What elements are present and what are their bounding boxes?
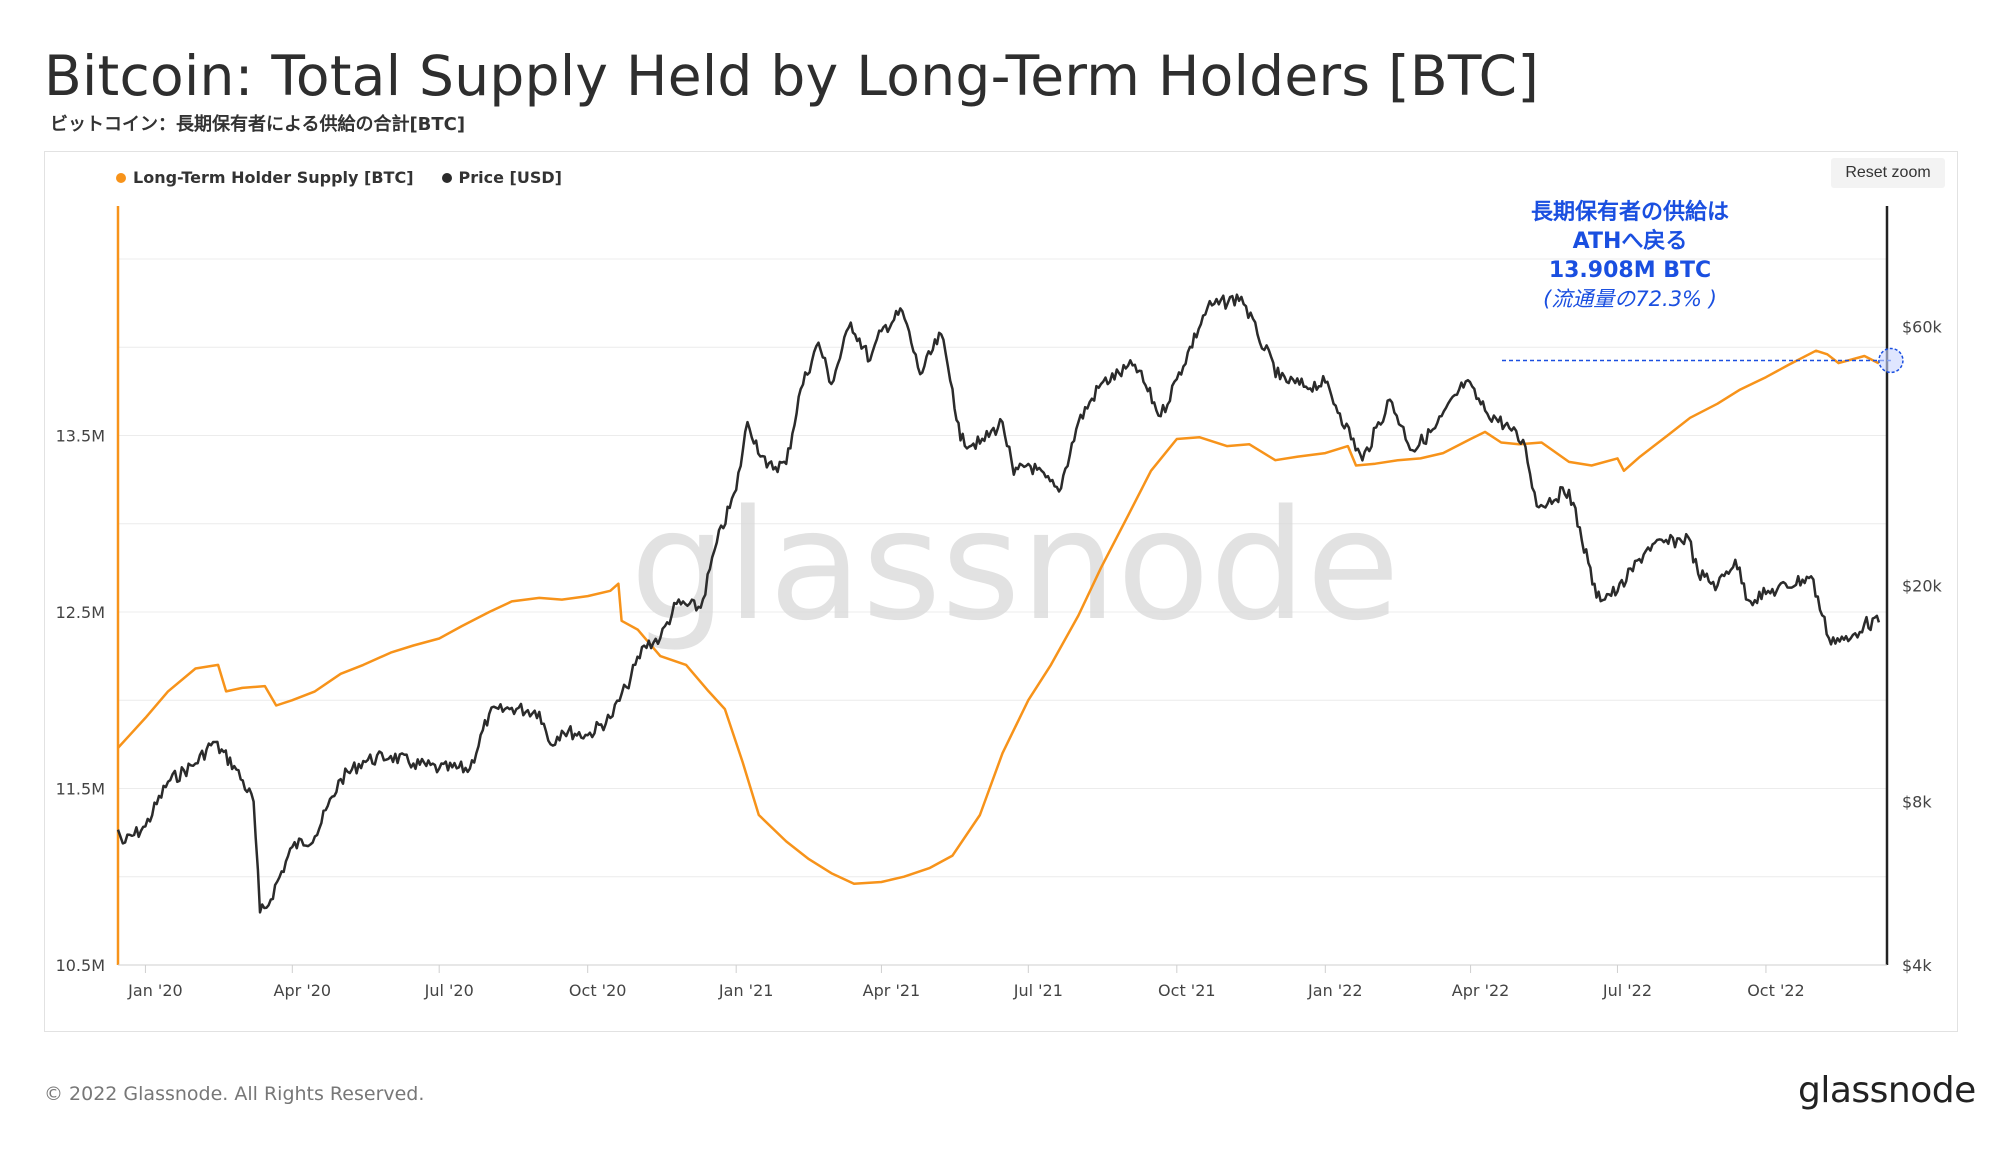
series-layer — [116, 293, 1881, 914]
x-tick-label: Oct '22 — [1747, 981, 1805, 1000]
x-tick-label: Jul '20 — [424, 981, 474, 1000]
x-tick-label: Apr '20 — [274, 981, 332, 1000]
y-right-axis-ticks: $4k $8k $20k $60k — [1902, 317, 1943, 975]
legend-dot-price — [441, 172, 452, 183]
annotation-layer — [1502, 347, 1904, 374]
y-left-tick-label: 13.5M — [56, 426, 105, 445]
x-tick-label: Jan '20 — [127, 981, 183, 1000]
footer-logo[interactable]: glassnode — [1798, 1070, 1976, 1111]
legend-item-lth-supply[interactable]: Long-Term Holder Supply [BTC] — [116, 168, 414, 187]
chart-watermark: glassnode — [630, 477, 1400, 654]
legend-label-lth-supply: Long-Term Holder Supply [BTC] — [133, 168, 414, 187]
annotation-marker — [1878, 347, 1904, 374]
x-tick-label: Apr '21 — [863, 981, 921, 1000]
y-left-tick-label: 12.5M — [56, 603, 105, 622]
page-subtitle: ビットコイン：長期保有者による供給の合計[BTC] — [50, 114, 466, 135]
y-left-axis-ticks: 10.5M 11.5M 12.5M 13.5M — [56, 426, 105, 975]
y-left-tick-label: 10.5M — [56, 956, 105, 975]
page-title: Bitcoin: Total Supply Held by Long-Term … — [44, 44, 1540, 108]
x-tick-label: Oct '21 — [1158, 981, 1216, 1000]
y-right-tick-label: $60k — [1902, 317, 1943, 336]
x-tick-label: Jan '22 — [1307, 981, 1363, 1000]
ath-annotation: 長期保有者の供給は ATHへ戻る 13.908M BTC (流通量の72.3% … — [1480, 198, 1780, 314]
annotation-line-1: 長期保有者の供給は — [1530, 200, 1729, 225]
reset-zoom-button[interactable]: Reset zoom — [1831, 158, 1945, 188]
y-right-tick-label: $4k — [1902, 956, 1932, 975]
series-line-price — [116, 293, 1881, 914]
x-tick-label: Jul '22 — [1602, 981, 1652, 1000]
annotation-line-3: 13.908M BTC — [1548, 258, 1712, 283]
chart-frame — [44, 151, 1958, 1032]
legend-dot-lth-supply — [116, 172, 126, 183]
annotation-note: (流通量の72.3% ) — [1543, 287, 1717, 311]
x-tick-label: Jan '21 — [718, 981, 774, 1000]
chart-legend: Long-Term Holder Supply [BTC] Price [USD… — [116, 168, 562, 187]
legend-label-price: Price [USD] — [458, 168, 562, 187]
x-tick-label: Jul '21 — [1013, 981, 1063, 1000]
series-line-lth-supply — [117, 349, 1880, 886]
y-left-tick-label: 11.5M — [56, 779, 105, 798]
footer-copyright: © 2022 Glassnode. All Rights Reserved. — [44, 1083, 425, 1105]
y-right-tick-label: $20k — [1902, 577, 1943, 596]
legend-item-price[interactable]: Price [USD] — [441, 168, 562, 187]
x-axis-ticks: Jan '20 Apr '20 Jul '20 Oct '20 Jan '21 Apr '… — [127, 965, 1805, 1000]
y-right-tick-label: $8k — [1902, 793, 1932, 812]
annotation-line-2: ATHへ戻る — [1572, 229, 1688, 254]
chart-axes — [116, 206, 1889, 966]
x-tick-label: Oct '20 — [569, 981, 627, 1000]
x-tick-label: Apr '22 — [1452, 981, 1510, 1000]
